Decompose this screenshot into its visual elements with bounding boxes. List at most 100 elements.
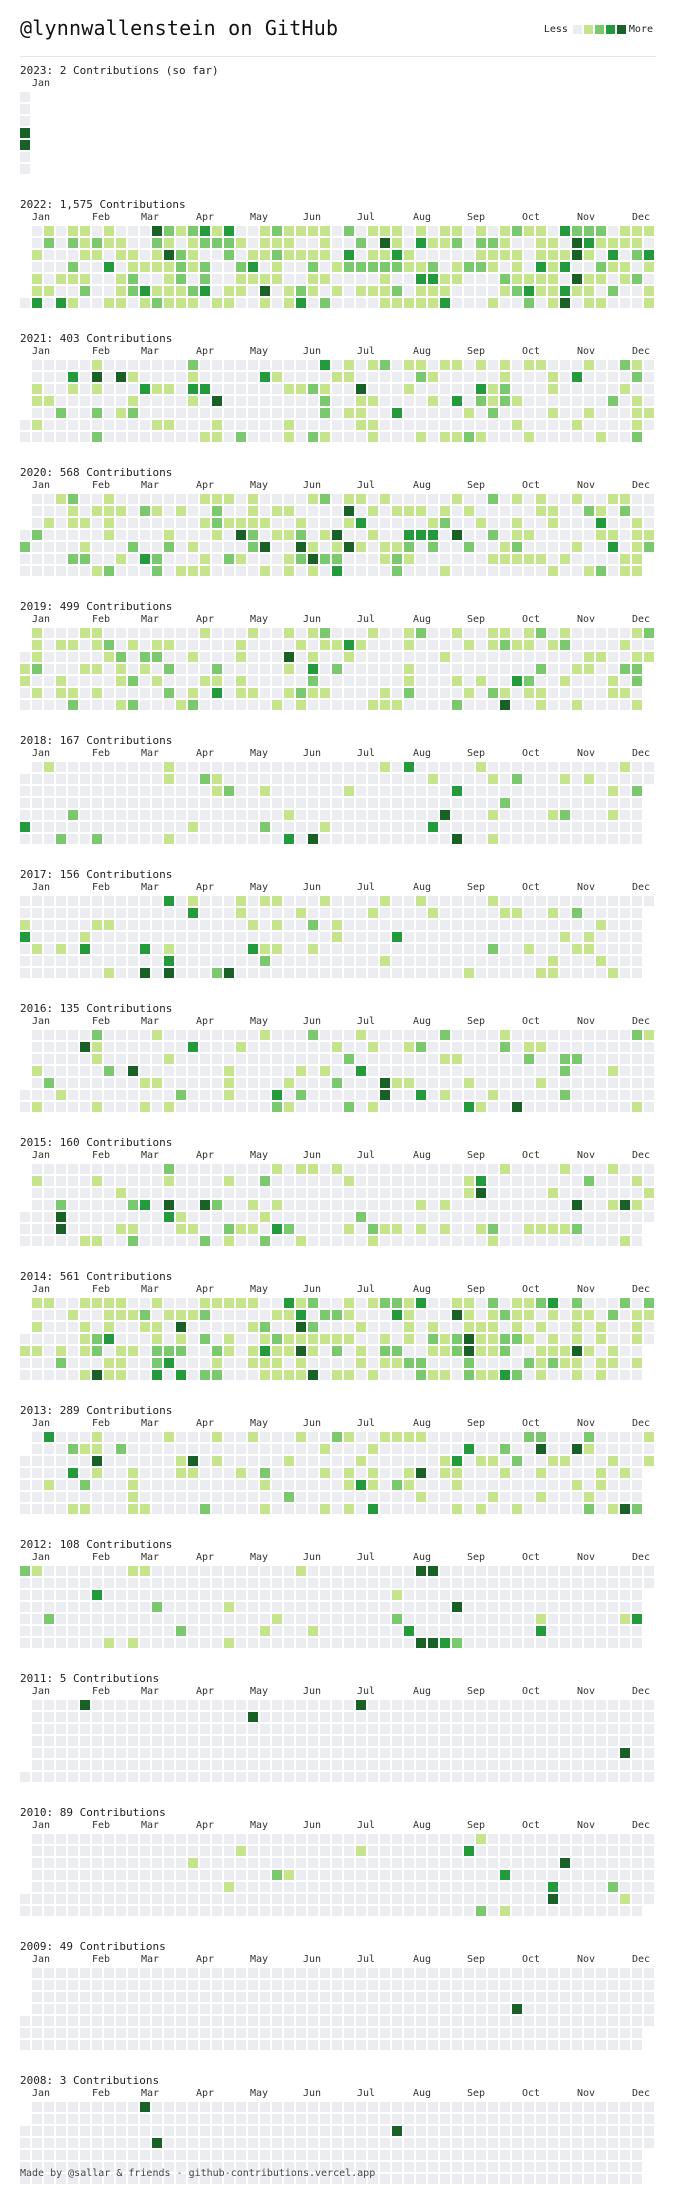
day-cell[interactable] [608,664,618,674]
day-cell[interactable] [116,1200,126,1210]
day-cell[interactable] [236,1882,246,1892]
day-cell[interactable] [188,1870,198,1880]
day-cell[interactable] [320,944,330,954]
day-cell[interactable] [368,1334,378,1344]
day-cell[interactable] [596,774,606,784]
day-cell[interactable] [32,1358,42,1368]
day-cell[interactable] [500,1566,510,1576]
day-cell[interactable] [284,1724,294,1734]
day-cell[interactable] [140,554,150,564]
day-cell[interactable] [284,432,294,442]
day-cell[interactable] [176,1602,186,1612]
day-cell[interactable] [452,1444,462,1454]
day-cell[interactable] [80,1846,90,1856]
day-cell[interactable] [56,250,66,260]
day-cell[interactable] [44,834,54,844]
day-cell[interactable] [380,1748,390,1758]
day-cell[interactable] [620,1906,630,1916]
day-cell[interactable] [452,1298,462,1308]
day-cell[interactable] [20,920,30,930]
day-cell[interactable] [608,834,618,844]
day-cell[interactable] [464,1042,474,1052]
day-cell[interactable] [308,408,318,418]
day-cell[interactable] [428,226,438,236]
day-cell[interactable] [68,1346,78,1356]
day-cell[interactable] [368,896,378,906]
day-cell[interactable] [584,956,594,966]
day-cell[interactable] [416,798,426,808]
day-cell[interactable] [248,432,258,442]
day-cell[interactable] [200,1078,210,1088]
day-cell[interactable] [392,554,402,564]
day-cell[interactable] [440,810,450,820]
day-cell[interactable] [296,774,306,784]
day-cell[interactable] [80,1894,90,1904]
day-cell[interactable] [140,774,150,784]
day-cell[interactable] [308,700,318,710]
day-cell[interactable] [380,1870,390,1880]
day-cell[interactable] [476,262,486,272]
day-cell[interactable] [500,396,510,406]
day-cell[interactable] [332,298,342,308]
day-cell[interactable] [644,1102,654,1112]
day-cell[interactable] [572,1310,582,1320]
day-cell[interactable] [92,286,102,296]
day-cell[interactable] [404,676,414,686]
day-cell[interactable] [200,408,210,418]
day-cell[interactable] [392,1906,402,1916]
day-cell[interactable] [104,1054,114,1064]
day-cell[interactable] [332,700,342,710]
day-cell[interactable] [428,968,438,978]
day-cell[interactable] [500,408,510,418]
day-cell[interactable] [248,810,258,820]
day-cell[interactable] [572,822,582,832]
day-cell[interactable] [536,1224,546,1234]
day-cell[interactable] [272,786,282,796]
day-cell[interactable] [380,274,390,284]
day-cell[interactable] [56,786,66,796]
day-cell[interactable] [68,1444,78,1454]
day-cell[interactable] [260,1468,270,1478]
day-cell[interactable] [56,1894,66,1904]
day-cell[interactable] [452,1030,462,1040]
day-cell[interactable] [56,932,66,942]
day-cell[interactable] [380,762,390,772]
day-cell[interactable] [56,774,66,784]
day-cell[interactable] [272,1614,282,1624]
day-cell[interactable] [260,372,270,382]
day-cell[interactable] [212,652,222,662]
day-cell[interactable] [332,1456,342,1466]
day-cell[interactable] [356,1322,366,1332]
day-cell[interactable] [128,1700,138,1710]
day-cell[interactable] [68,1468,78,1478]
day-cell[interactable] [272,944,282,954]
day-cell[interactable] [212,1846,222,1856]
day-cell[interactable] [464,432,474,442]
day-cell[interactable] [320,932,330,942]
day-cell[interactable] [596,530,606,540]
day-cell[interactable] [200,1772,210,1782]
day-cell[interactable] [44,1334,54,1344]
day-cell[interactable] [92,396,102,406]
day-cell[interactable] [272,360,282,370]
day-cell[interactable] [560,1760,570,1770]
day-cell[interactable] [104,786,114,796]
day-cell[interactable] [164,1906,174,1916]
day-cell[interactable] [332,1298,342,1308]
day-cell[interactable] [560,1224,570,1234]
day-cell[interactable] [104,1846,114,1856]
day-cell[interactable] [320,554,330,564]
day-cell[interactable] [104,932,114,942]
day-cell[interactable] [356,822,366,832]
day-cell[interactable] [224,652,234,662]
day-cell[interactable] [392,798,402,808]
day-cell[interactable] [356,1882,366,1892]
day-cell[interactable] [500,554,510,564]
day-cell[interactable] [608,1846,618,1856]
day-cell[interactable] [176,530,186,540]
day-cell[interactable] [296,1078,306,1088]
day-cell[interactable] [212,1882,222,1892]
day-cell[interactable] [452,1638,462,1648]
day-cell[interactable] [116,542,126,552]
day-cell[interactable] [80,1224,90,1234]
